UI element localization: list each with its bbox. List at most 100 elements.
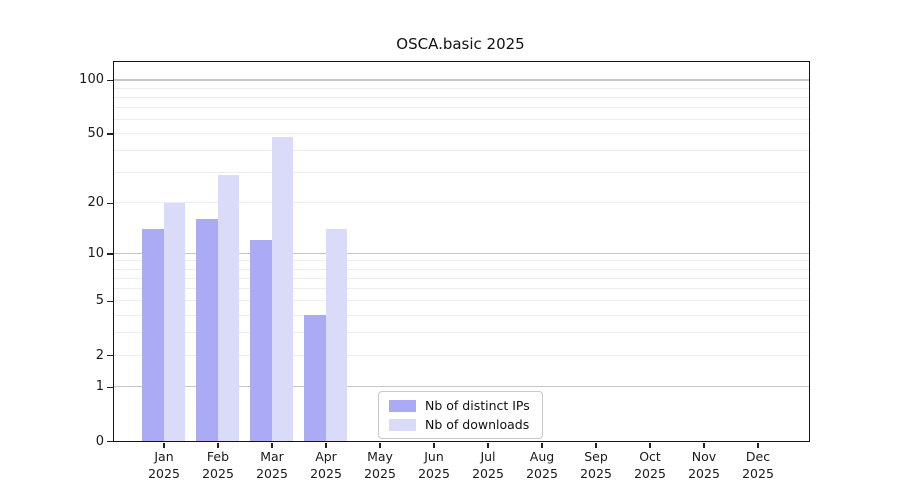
- legend-swatch-distinct-ips: [389, 399, 416, 412]
- x-label-month: Apr: [315, 449, 337, 464]
- gridline-minor: [114, 354, 809, 356]
- bar-distinct-ips-feb: [196, 219, 218, 441]
- x-axis-tick: [703, 443, 705, 448]
- x-label-year: 2025: [256, 465, 288, 481]
- gridline-minor: [114, 332, 809, 334]
- x-axis-tick: [757, 443, 759, 448]
- y-axis-tick: [107, 79, 113, 82]
- gridline-minor: [114, 202, 809, 204]
- x-label-year: 2025: [526, 465, 558, 481]
- y-axis-tick-label: 1: [95, 379, 104, 395]
- y-axis-tick-label: 5: [95, 293, 104, 309]
- legend: Nb of distinct IPs Nb of downloads: [378, 391, 543, 439]
- x-label-month: Jul: [480, 449, 496, 464]
- gridline-minor: [114, 260, 809, 262]
- x-axis-tick-label: Oct 2025: [618, 449, 682, 482]
- x-axis-tick-label: Aug 2025: [510, 449, 574, 482]
- x-axis-tick: [433, 443, 435, 448]
- x-axis-tick: [649, 443, 651, 448]
- legend-item-distinct-ips: Nb of distinct IPs: [389, 398, 530, 413]
- gridline-minor: [114, 300, 809, 302]
- bar-downloads-jan: [163, 202, 185, 441]
- bar-downloads-feb: [217, 174, 239, 441]
- x-axis-tick: [541, 443, 543, 448]
- bar-distinct-ips-mar: [250, 240, 272, 441]
- chart-title: OSCA.basic 2025: [396, 35, 525, 53]
- gridline-minor: [114, 96, 809, 98]
- x-label-year: 2025: [148, 465, 180, 481]
- gridline-major: [114, 386, 809, 388]
- x-label-month: Dec: [745, 449, 771, 464]
- y-axis-tick-label: 100: [79, 72, 104, 88]
- x-axis-tick: [271, 443, 273, 448]
- x-label-month: Mar: [260, 449, 284, 464]
- x-axis-tick-label: Jul 2025: [456, 449, 520, 482]
- x-label-year: 2025: [580, 465, 612, 481]
- x-label-year: 2025: [310, 465, 342, 481]
- x-label-month: Feb: [206, 449, 230, 464]
- x-label-year: 2025: [688, 465, 720, 481]
- x-axis-tick-label: Apr 2025: [294, 449, 358, 482]
- y-axis-tick: [107, 202, 113, 204]
- x-label-month: Jun: [424, 449, 444, 464]
- x-label-year: 2025: [364, 465, 396, 481]
- legend-item-downloads: Nb of downloads: [389, 417, 530, 432]
- x-axis-tick: [595, 443, 597, 448]
- x-label-year: 2025: [634, 465, 666, 481]
- bar-downloads-apr: [325, 229, 347, 441]
- y-axis-tick: [107, 133, 113, 135]
- x-axis-tick-label: Nov 2025: [672, 449, 736, 482]
- legend-label: Nb of distinct IPs: [425, 398, 530, 413]
- plot-area: [113, 61, 810, 442]
- x-label-month: Nov: [691, 449, 717, 464]
- gridline-minor: [114, 87, 809, 89]
- x-axis-tick-label: Jan 2025: [132, 449, 196, 482]
- y-axis-tick: [107, 386, 113, 388]
- x-label-year: 2025: [742, 465, 774, 481]
- gridline-minor: [114, 288, 809, 290]
- x-axis-tick-label: May 2025: [348, 449, 412, 482]
- x-axis-tick-label: Sep 2025: [564, 449, 628, 482]
- x-label-year: 2025: [472, 465, 504, 481]
- bar-downloads-mar: [271, 136, 293, 441]
- y-axis-tick: [107, 300, 113, 302]
- x-label-month: Jan: [154, 449, 174, 464]
- x-axis-tick: [487, 443, 489, 448]
- gridline-minor: [114, 277, 809, 279]
- x-axis-tick: [163, 443, 165, 448]
- legend-swatch-downloads: [389, 418, 416, 431]
- bar-distinct-ips-jan: [142, 229, 164, 441]
- y-axis-tick-label: 2: [95, 347, 104, 363]
- y-axis-tick-label: 0: [95, 433, 104, 449]
- gridline-major: [114, 252, 809, 255]
- x-axis-tick: [379, 443, 381, 448]
- gridline-minor: [114, 149, 809, 151]
- gridline-minor: [114, 118, 809, 120]
- y-axis-tick-label: 10: [87, 245, 104, 261]
- legend-label: Nb of downloads: [425, 417, 530, 432]
- gridline-minor: [114, 132, 809, 134]
- gridline-minor: [114, 268, 809, 270]
- x-axis-tick-label: Mar 2025: [240, 449, 304, 482]
- x-axis-tick-label: Feb 2025: [186, 449, 250, 482]
- x-axis-tick: [325, 443, 327, 448]
- x-label-year: 2025: [202, 465, 234, 481]
- gridline-minor: [114, 106, 809, 108]
- y-axis-tick: [107, 440, 113, 443]
- y-axis-tick-label: 50: [87, 125, 104, 141]
- x-label-year: 2025: [418, 465, 450, 481]
- gridline-major: [114, 79, 809, 81]
- gridline-minor: [114, 314, 809, 316]
- y-axis-tick: [107, 253, 113, 255]
- x-label-month: Sep: [584, 449, 608, 464]
- y-axis-tick-label: 20: [87, 195, 104, 211]
- bar-distinct-ips-apr: [304, 315, 326, 441]
- y-axis-tick: [107, 354, 113, 357]
- x-axis-tick-label: Jun 2025: [402, 449, 466, 482]
- gridline-minor: [114, 171, 809, 173]
- x-axis-tick-label: Dec 2025: [726, 449, 790, 482]
- x-axis-tick: [217, 443, 219, 448]
- x-label-month: Aug: [529, 449, 555, 464]
- x-label-month: Oct: [639, 449, 661, 464]
